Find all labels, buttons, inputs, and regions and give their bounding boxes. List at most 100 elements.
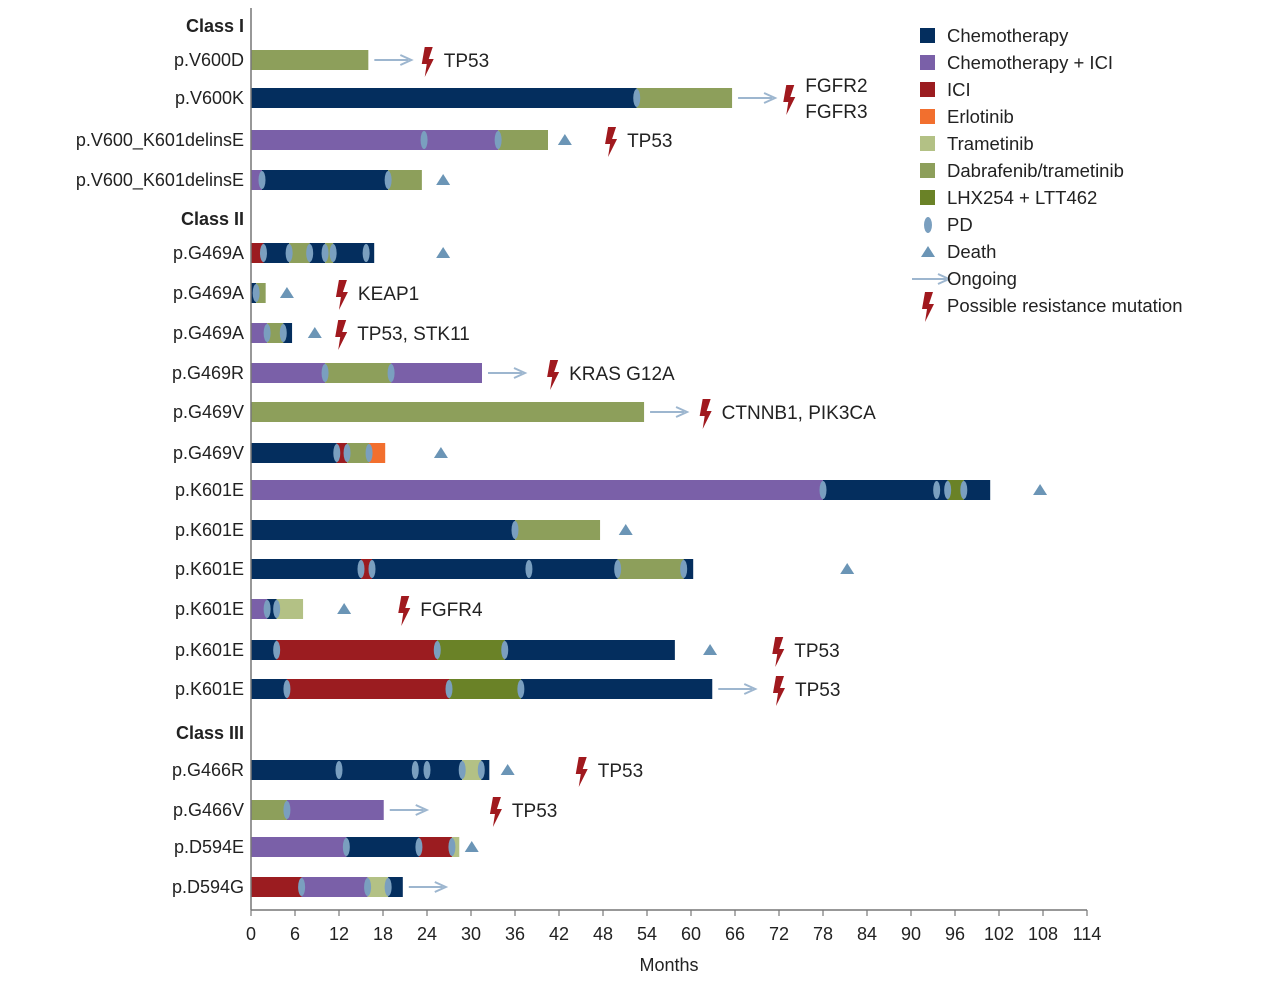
- pd-icon: [924, 217, 932, 233]
- legend-label: Chemotherapy: [947, 25, 1069, 46]
- bar-segment-chemo: [251, 443, 337, 463]
- bar-segment-chemo: [683, 559, 694, 579]
- row-label: p.V600K: [175, 88, 244, 108]
- patient-row: p.V600K FGFR2 FGFR3: [175, 76, 868, 123]
- ongoing-arrow-icon: [408, 881, 449, 893]
- legend-label: Trametinib: [947, 133, 1034, 154]
- bar-segment-ici: [251, 877, 302, 897]
- ongoing-arrow-head: [937, 273, 952, 285]
- mutation-label: CTNNB1, PIK3CA: [722, 403, 876, 424]
- bar-segment-dt: [325, 243, 334, 263]
- row-label: p.V600_K601delinsE: [76, 130, 244, 151]
- plot-rows: Class Ip.V600D TP53p.V600KFGFR2FGFR3p.V60…: [76, 16, 1048, 897]
- x-tick-label: 72: [769, 924, 789, 944]
- death-marker: [703, 644, 718, 655]
- mutation-label: FGFR3: [805, 102, 867, 123]
- legend-label: Possible resistance mutation: [947, 295, 1182, 316]
- death-marker: [307, 327, 322, 338]
- resistance-mutation-icon: [922, 292, 934, 322]
- x-tick-label: 96: [945, 924, 965, 944]
- pd-marker: [517, 680, 525, 698]
- bar-segment-trametinib: [451, 837, 460, 857]
- x-tick-label: 90: [901, 924, 921, 944]
- pd-marker: [525, 560, 533, 578]
- pd-marker: [285, 244, 293, 262]
- row-label: p.G469V: [173, 402, 244, 422]
- pd-marker: [944, 481, 952, 499]
- legend-label: PD: [947, 214, 973, 235]
- patient-row: p.D594G: [172, 877, 449, 897]
- patient-row: p.V600_K601delinsE: [76, 170, 451, 191]
- patient-row: p.G469R KRAS G12A: [172, 360, 675, 390]
- patient-row: p.G469A TP53, STK11: [173, 320, 470, 350]
- bar-segment-dt: [251, 402, 645, 422]
- patient-row: p.G469A: [173, 243, 451, 263]
- x-tick-label: 12: [329, 924, 349, 944]
- pd-marker: [342, 838, 350, 856]
- bar-segment-chemo: [346, 837, 419, 857]
- legend-label: LHX254 + LTT462: [947, 187, 1097, 208]
- bar-segment-chemo: [251, 679, 287, 699]
- bar-segment-dt: [256, 283, 266, 303]
- row-label: p.K601E: [175, 480, 244, 500]
- row-label: p.G469A: [173, 243, 244, 263]
- patient-row: p.V600D TP53: [174, 47, 489, 77]
- pd-marker: [298, 878, 306, 896]
- pd-marker: [263, 600, 271, 618]
- legend: Chemotherapy Chemotherapy + ICI ICI Erlotin…: [912, 25, 1182, 322]
- bar-segment-lhx: [449, 679, 521, 699]
- pd-marker: [335, 761, 343, 779]
- resistance-mutation-icon: [421, 47, 434, 77]
- class-header: Class III: [176, 723, 244, 743]
- legend-swatch: [920, 109, 935, 124]
- mutation-label: TP53, STK11: [357, 324, 470, 345]
- x-tick-label: 60: [681, 924, 701, 944]
- resistance-mutation-icon: [398, 596, 411, 626]
- patient-row: p.G469V CTNNB1, PIK3CA: [173, 399, 876, 429]
- bar-segment-dt: [289, 243, 310, 263]
- legend-item-mutation: Possible resistance mutation: [922, 292, 1182, 322]
- ongoing-arrow-head: [513, 367, 528, 379]
- pd-marker: [283, 680, 291, 698]
- pd-marker: [477, 761, 485, 779]
- x-tick-label: 30: [461, 924, 481, 944]
- pd-marker: [411, 761, 419, 779]
- pd-marker: [263, 324, 271, 342]
- resistance-mutation-icon: [547, 360, 560, 390]
- legend-label: Dabrafenib/trametinib: [947, 160, 1124, 181]
- bar-segment-dt: [515, 520, 601, 540]
- row-label: p.D594E: [174, 837, 244, 857]
- pd-marker: [387, 364, 395, 382]
- pd-marker: [252, 284, 260, 302]
- resistance-mutation-icon: [335, 280, 348, 310]
- death-marker: [433, 447, 448, 458]
- legend-swatch: [920, 55, 935, 70]
- pd-marker: [458, 761, 466, 779]
- bar-segment-chemoici: [286, 800, 384, 820]
- bar-segment-chemo: [481, 760, 490, 780]
- legend-label: Death: [947, 241, 996, 262]
- row-label: p.G469A: [173, 283, 244, 303]
- legend-item-pd: PD: [924, 214, 973, 235]
- ongoing-arrow-icon: [650, 406, 690, 418]
- bar-segment-trametinib: [462, 760, 482, 780]
- ongoing-arrow-icon: [912, 273, 952, 285]
- pd-marker: [423, 761, 431, 779]
- x-tick-label: 102: [984, 924, 1014, 944]
- legend-item-ici: ICI: [920, 79, 971, 100]
- pd-marker: [494, 131, 502, 149]
- pd-marker: [279, 324, 287, 342]
- row-label: p.D594G: [172, 877, 244, 897]
- patient-row: p.K601E: [175, 520, 633, 540]
- resistance-mutation-icon: [772, 637, 785, 667]
- pd-marker: [415, 838, 423, 856]
- death-marker: [921, 246, 935, 257]
- pd-marker: [680, 560, 688, 578]
- mutation-label: FGFR4: [420, 600, 483, 621]
- bar-segment-chemo: [251, 88, 637, 108]
- bar-segment-chemoici: [251, 480, 823, 500]
- ongoing-arrow-head: [743, 683, 758, 695]
- bar-segment-dt: [636, 88, 733, 108]
- bar-segment-ici: [418, 837, 452, 857]
- patient-row: p.D594E: [174, 837, 479, 857]
